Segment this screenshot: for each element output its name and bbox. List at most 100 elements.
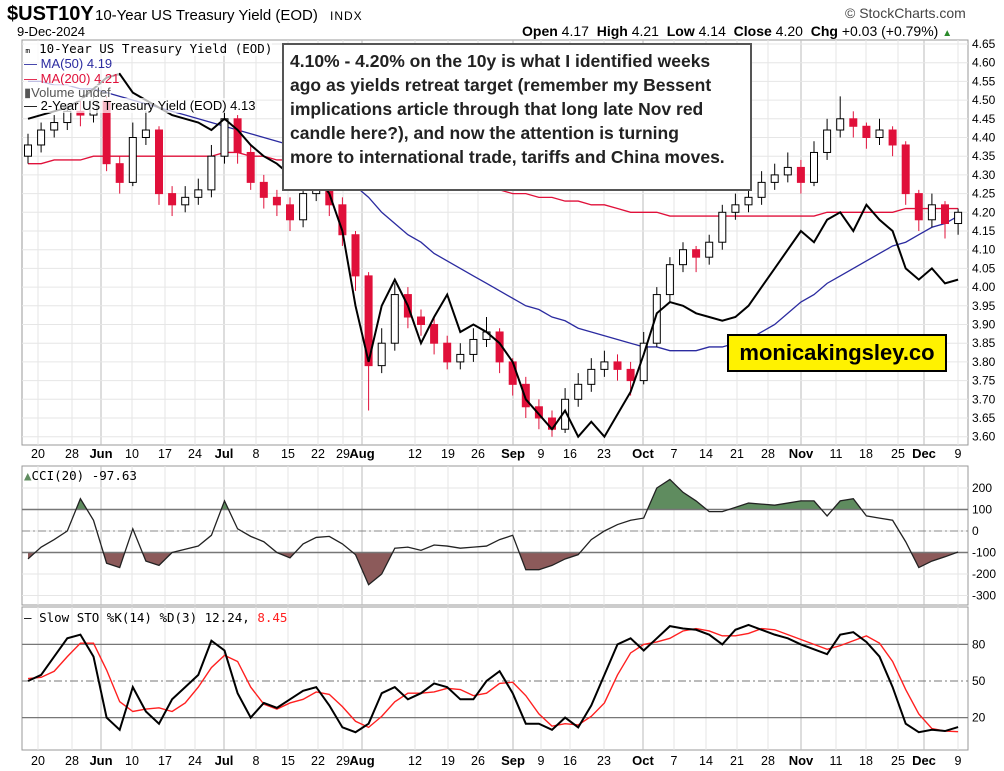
ma50-line (28, 80, 959, 352)
x-tick-label: 21 (730, 447, 744, 461)
legend-ma50: — MA(50) 4.19 (24, 56, 113, 71)
y-tick-label: 3.80 (972, 355, 996, 369)
candle-body (914, 193, 923, 221)
x-tick-label: 22 (311, 447, 325, 461)
candle-body (456, 353, 465, 363)
x-tick-label: 21 (730, 754, 744, 768)
candle (390, 283, 399, 351)
stockcharts-brand: © StockCharts.com (845, 5, 966, 21)
candle-body (469, 338, 478, 355)
x-tick-label: 16 (563, 754, 577, 768)
candle-body (836, 118, 845, 131)
candle-body (24, 144, 32, 157)
x-tick-label: 28 (761, 447, 775, 461)
candle (272, 189, 281, 217)
x-tick-label: 10 (125, 754, 139, 768)
x-tick-label: 17 (158, 754, 172, 768)
legend-2year-label: 2-Year US Treasury Yield (EOD) 4.13 (40, 98, 256, 113)
x-tick-label: 16 (563, 447, 577, 461)
legend-2year: — 2-Year US Treasury Yield (EOD) 4.13 (24, 98, 256, 113)
x-tick-label: 25 (891, 754, 905, 768)
candle-body (927, 204, 936, 221)
candle-body (600, 361, 609, 370)
sto-tick-label: 20 (972, 711, 986, 725)
x-tick-label: 19 (441, 754, 455, 768)
candle (941, 201, 949, 239)
candle-body (207, 155, 216, 191)
candle (652, 287, 661, 347)
y-tick-label: 3.70 (972, 392, 996, 406)
candle (665, 257, 674, 303)
x-tick-label: Aug (349, 446, 374, 461)
candle-body (796, 166, 805, 183)
x-tick-label: 11 (830, 447, 843, 461)
annotation-line: 4.10% - 4.20% on the 10y is what I ident… (290, 51, 711, 71)
y-tick-label: 4.00 (972, 280, 996, 294)
cci-title-label: CCI(20) -97.63 (31, 468, 137, 483)
candle (613, 354, 622, 381)
annotation-line: candle here?), and now the attention is … (290, 123, 679, 143)
candle-body (718, 211, 727, 243)
candle (705, 234, 714, 265)
x-tick-label: 12 (408, 447, 422, 461)
cci-tick-label: -200 (972, 567, 996, 581)
candle (194, 178, 203, 205)
candle-body (823, 129, 832, 153)
y-tick-label: 3.95 (972, 299, 996, 313)
x-tick-label: 29 (336, 447, 350, 461)
candle (430, 317, 439, 355)
chart-date: 9-Dec-2024 (17, 24, 85, 39)
sto-d-value: 8.45 (257, 610, 288, 625)
candle-body (364, 275, 373, 367)
annotation-line: more to international trade, tariffs and… (290, 147, 725, 167)
candle-body (783, 166, 792, 176)
cci-tick-label: 0 (972, 524, 979, 538)
x-tick-label: 20 (31, 447, 45, 461)
candlestick-icon: ₘ (24, 41, 32, 56)
candle (849, 111, 858, 138)
x-tick-label: 26 (471, 447, 485, 461)
candle-body (181, 196, 190, 206)
candle-body (679, 249, 687, 266)
candle-body (613, 361, 622, 370)
candle-body (155, 129, 163, 195)
candle-body (377, 342, 386, 367)
low-label: Low (666, 23, 695, 39)
candle (783, 152, 792, 183)
x-tick-label: 25 (891, 447, 905, 461)
candle-body (63, 110, 72, 124)
y-tick-label: 4.25 (972, 187, 996, 201)
candle-body (692, 249, 701, 258)
x-tick-label: Sep (501, 753, 525, 768)
candle (286, 197, 294, 231)
x-tick-label: 12 (408, 754, 422, 768)
candle (181, 186, 190, 213)
x-tick-label: 29 (336, 754, 350, 768)
candle (574, 373, 583, 407)
annotation-line: implications article through that long l… (290, 99, 704, 119)
candle (456, 343, 465, 370)
legend-main: ₘ 10-Year US Treasury Yield (EOD) (24, 41, 273, 56)
ticker-symbol: $UST10Y (7, 3, 94, 25)
x-tick-label: 9 (955, 447, 962, 461)
candle (862, 122, 871, 149)
x-tick-label: 23 (597, 754, 611, 768)
candle (810, 141, 818, 187)
candle (731, 193, 740, 220)
x-tick-label: 28 (65, 754, 79, 768)
candle (246, 144, 255, 190)
candle-body (731, 204, 740, 213)
x-tick-label: Nov (789, 753, 814, 768)
candle-body (875, 129, 884, 139)
x-tick-label: 14 (699, 447, 713, 461)
x-tick-label: 18 (859, 754, 873, 768)
candle (443, 335, 452, 370)
candle-body (194, 189, 203, 198)
instrument-name: 10-Year US Treasury Yield (EOD) (95, 7, 318, 24)
legend-ma50-label: MA(50) 4.19 (40, 56, 113, 71)
chg-value: +0.03 (+0.79%) (841, 23, 939, 39)
y-tick-label: 4.20 (972, 205, 996, 219)
cci-title: ▲CCI(20) -97.63 (24, 468, 137, 483)
candle (259, 174, 268, 209)
y-tick-label: 4.50 (972, 93, 996, 107)
